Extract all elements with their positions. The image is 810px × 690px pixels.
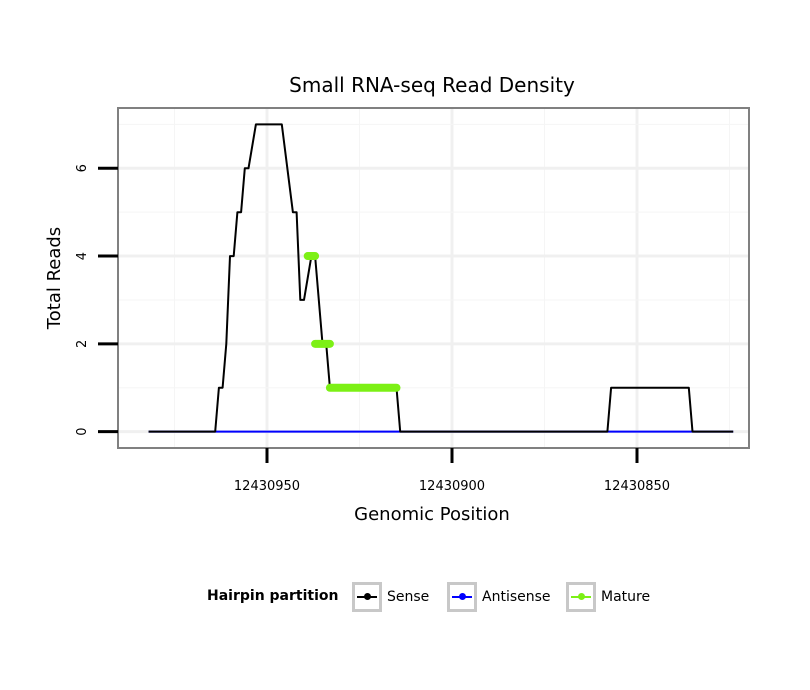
y-tick-label: 4 xyxy=(75,252,90,260)
plot-panel xyxy=(117,107,750,449)
x-tick-label: 12430850 xyxy=(604,479,670,494)
x-tick-label: 12430900 xyxy=(419,479,485,494)
chart-title: Small RNA-seq Read Density xyxy=(289,73,575,97)
x-tick-label: 12430950 xyxy=(234,479,300,494)
legend-key-sense xyxy=(352,582,382,612)
y-tick-label: 2 xyxy=(75,340,90,348)
legend-title: Hairpin partition xyxy=(207,588,339,604)
axes: 12430950 12430900 12430850 0 2 4 6 xyxy=(75,164,670,494)
series-line-sense xyxy=(148,123,734,433)
legend-dot-sense xyxy=(364,593,371,600)
legend-label-antisense: Antisense xyxy=(482,589,551,605)
legend-label-mature: Mature xyxy=(601,589,651,605)
series-layer xyxy=(148,123,734,433)
legend-item-sense: Sense xyxy=(352,581,429,613)
legend-item-mature: Mature xyxy=(566,581,650,613)
legend-key-mature xyxy=(566,582,596,612)
y-axis-label: Total Reads xyxy=(44,227,65,330)
legend-item-antisense: Antisense xyxy=(447,581,551,613)
y-tick-label: 6 xyxy=(75,164,90,172)
grid xyxy=(119,109,748,447)
x-axis-label: Genomic Position xyxy=(354,504,510,525)
legend-dot-mature xyxy=(578,593,585,600)
legend-dot-antisense xyxy=(459,593,466,600)
legend-label-sense: Sense xyxy=(387,589,430,605)
legend-key-antisense xyxy=(447,582,477,612)
y-tick-label: 0 xyxy=(75,427,90,435)
